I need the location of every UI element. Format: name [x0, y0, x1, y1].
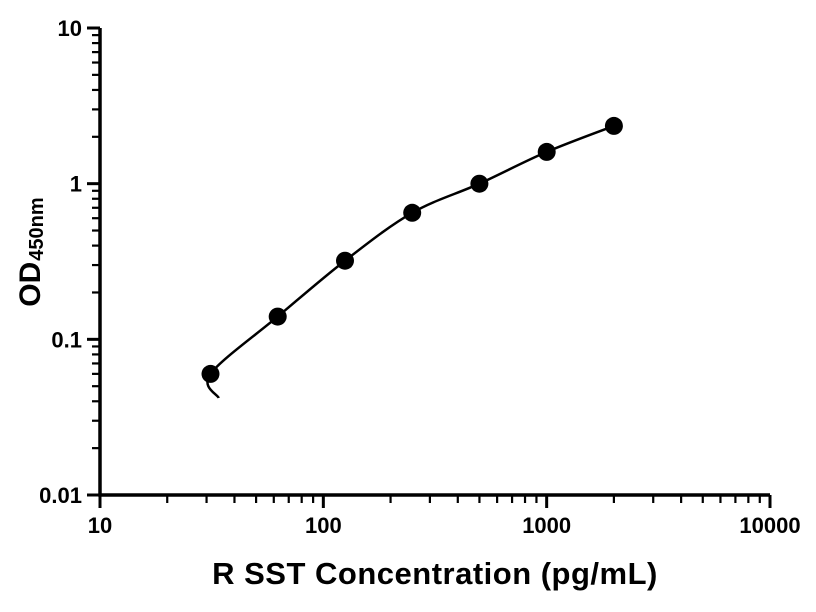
- data-point: [604, 116, 623, 135]
- y-axis-title-subscript: 450nm: [25, 197, 48, 261]
- y-tick-label: 0.1: [51, 327, 82, 352]
- y-tick-label: 10: [58, 16, 82, 41]
- data-point: [201, 364, 220, 383]
- axis-spines: [98, 28, 770, 497]
- data-point: [470, 174, 489, 193]
- x-axis-title: R SST Concentration (pg/mL): [212, 556, 658, 591]
- y-tick-label: 0.01: [39, 483, 82, 508]
- x-tick-label: 100: [305, 513, 342, 538]
- x-tick-label: 1000: [522, 513, 571, 538]
- data-point: [268, 307, 287, 326]
- data-point: [537, 142, 556, 161]
- y-axis-title-main: OD: [14, 261, 47, 307]
- fit-curve: [206, 124, 615, 399]
- y-axis-title: OD 450nm: [10, 152, 52, 352]
- x-tick-label: 10: [88, 513, 112, 538]
- data-point: [336, 251, 354, 270]
- data-point: [403, 203, 422, 222]
- x-tick-label: 10000: [739, 513, 800, 538]
- y-tick-label: 1: [70, 172, 82, 197]
